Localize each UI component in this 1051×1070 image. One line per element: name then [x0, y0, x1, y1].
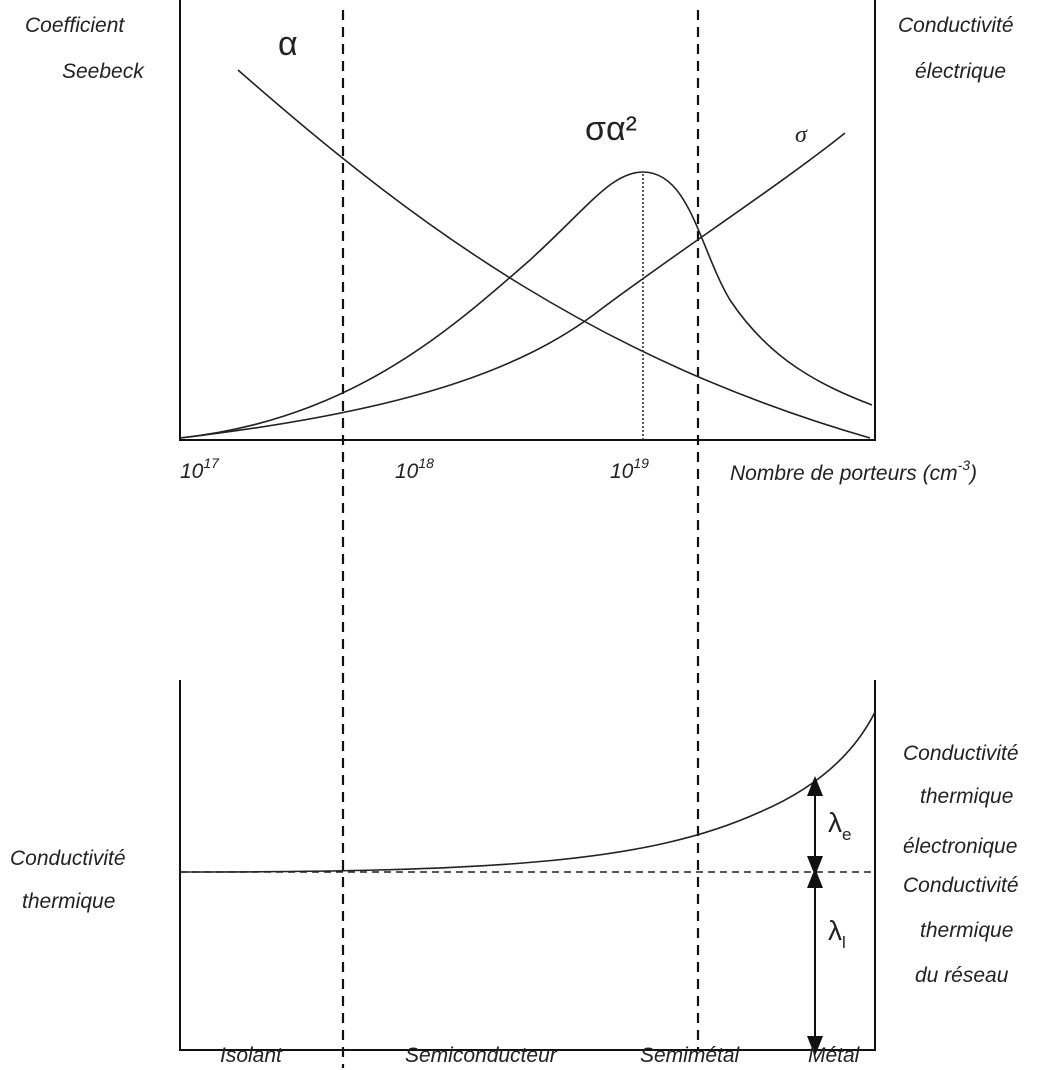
text-part: λ	[828, 807, 842, 838]
text-part: 10	[395, 460, 419, 483]
thermal-curve	[179, 711, 876, 873]
side-label: électronique	[903, 835, 1017, 858]
region-label: Métal	[808, 1044, 861, 1067]
side-label: du réseau	[915, 964, 1009, 987]
lambda-e: λe	[828, 807, 851, 844]
curve-label: σα²	[585, 110, 637, 148]
top-axes	[179, 0, 876, 441]
text-part: )	[967, 462, 977, 485]
side-label: Conductivité	[903, 742, 1019, 765]
text-part: 19	[633, 455, 649, 471]
text-part: -3	[958, 457, 971, 473]
x-tick-label: 1018	[395, 455, 434, 483]
axis-label: Seebeck	[62, 60, 145, 83]
region-label: Semimétal	[640, 1044, 741, 1067]
region-label: Isolant	[220, 1044, 283, 1067]
lambda-l: λl	[828, 915, 846, 952]
side-label: Conductivité	[903, 874, 1019, 897]
x-axis-label: Nombre de porteurs (cm-3)	[730, 457, 977, 485]
curve-label: α	[278, 25, 298, 63]
axis-label: Coefficient	[25, 14, 125, 37]
x-tick-label: 1017	[180, 455, 220, 483]
x-tick-label: 1019	[610, 455, 649, 483]
axis-label: thermique	[22, 890, 115, 913]
text-part: Nombre de porteurs (cm	[730, 462, 958, 485]
curve-label: σ	[795, 122, 808, 148]
axis-label: électrique	[915, 60, 1006, 83]
text-part: l	[842, 933, 846, 952]
side-label: thermique	[920, 919, 1013, 942]
side-label: thermique	[920, 785, 1013, 808]
axis-label: Conductivité	[10, 847, 126, 870]
text-part: e	[842, 825, 851, 844]
text-part: λ	[828, 915, 842, 946]
region-label: Semiconducteur	[405, 1044, 558, 1067]
sigma-curve	[179, 132, 846, 439]
bottom-axes	[179, 680, 876, 1051]
text-part: 18	[418, 455, 434, 471]
text-part: 17	[203, 455, 220, 471]
power-factor-curve	[179, 171, 873, 439]
text-part: 10	[180, 460, 204, 483]
alpha-curve	[237, 69, 871, 439]
axis-label: Conductivité	[898, 14, 1014, 37]
text-part: 10	[610, 460, 634, 483]
